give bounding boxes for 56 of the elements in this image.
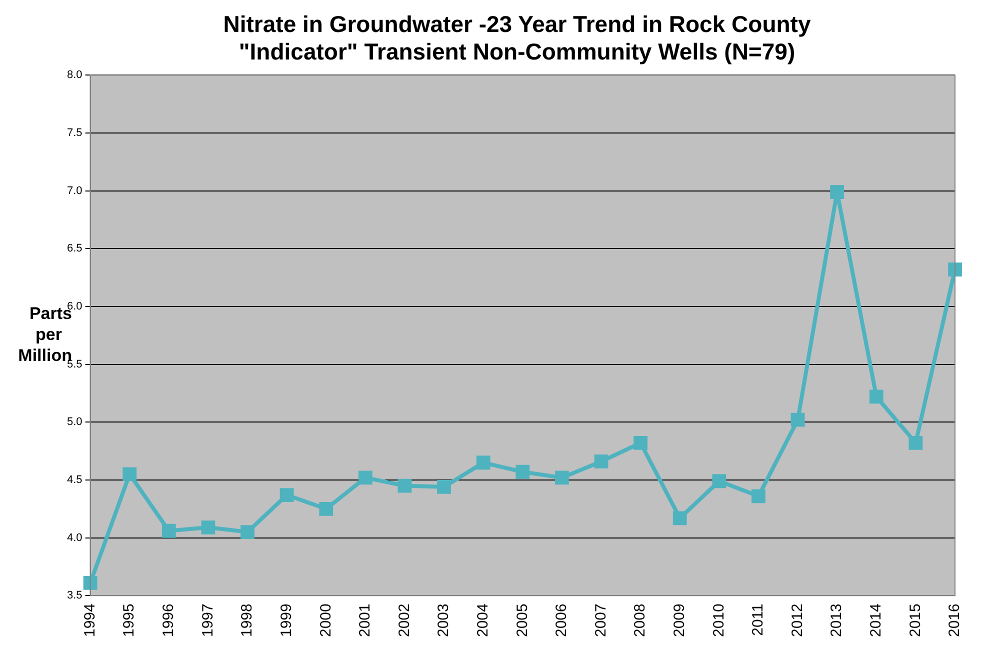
point — [358, 470, 372, 485]
point — [555, 470, 569, 485]
x-tick-label: 1996 — [160, 604, 178, 638]
point — [476, 456, 490, 470]
y-tick-label: 5.5 — [66, 358, 82, 370]
point — [830, 185, 844, 199]
x-tick-label: 2002 — [396, 604, 413, 638]
point — [240, 525, 254, 539]
point — [398, 478, 412, 493]
x-tick-label: 2000 — [317, 604, 334, 638]
y-tick-label: 3.5 — [66, 590, 82, 602]
y-tick-label: 6.5 — [66, 242, 82, 255]
x-tick-label: 2013 — [828, 604, 846, 638]
x-tick-label: 2007 — [592, 604, 610, 638]
x-tick-label: 2012 — [788, 604, 806, 638]
x-tick-label: 1995 — [120, 604, 138, 638]
point — [201, 520, 216, 534]
point — [280, 488, 294, 502]
x-tick-label: 2008 — [632, 604, 649, 638]
point — [594, 454, 608, 468]
x-tick-label: 2014 — [868, 604, 885, 638]
x-tick-label: 2001 — [356, 604, 374, 638]
point — [319, 502, 334, 516]
y-tick-label: 7.0 — [66, 184, 82, 197]
x-tick-label: 2009 — [671, 604, 688, 638]
point — [437, 480, 451, 494]
y-tick-label: 8.0 — [66, 69, 82, 82]
point — [752, 489, 766, 504]
point — [790, 412, 805, 427]
point — [869, 390, 884, 404]
x-tick-label: 2016 — [946, 604, 964, 638]
x-tick-label: 1997 — [199, 604, 216, 638]
point — [162, 524, 176, 538]
y-tick-label: 4.5 — [66, 474, 82, 486]
y-tick-label: 7.5 — [66, 127, 82, 140]
x-tick-label: 2015 — [906, 604, 924, 638]
x-tick-label: 2005 — [514, 604, 531, 638]
point — [908, 436, 923, 450]
x-tick-label: 2003 — [435, 604, 452, 638]
chart-title: Nitrate in Groundwater -23 Year Trend in Rock County "Indicator" Transient Non-Community Wells (N=79) — [223, 11, 811, 65]
point — [634, 436, 648, 450]
point — [122, 467, 137, 482]
point — [83, 576, 98, 590]
point — [948, 262, 962, 276]
x-tick-label: 2004 — [474, 604, 492, 638]
y-tick-label: 4.0 — [66, 532, 82, 544]
point — [516, 464, 530, 479]
x-tick-label: 1994 — [81, 604, 98, 638]
x-tick-label: 2011 — [750, 604, 767, 636]
x-tick-label: 1999 — [278, 604, 295, 638]
point — [672, 511, 687, 526]
point — [712, 474, 726, 488]
x-tick-label: 2006 — [553, 604, 570, 638]
y-tick-label: 5.0 — [66, 416, 82, 428]
x-tick-label: 1998 — [238, 604, 256, 638]
x-tick-label: 2010 — [710, 604, 728, 638]
